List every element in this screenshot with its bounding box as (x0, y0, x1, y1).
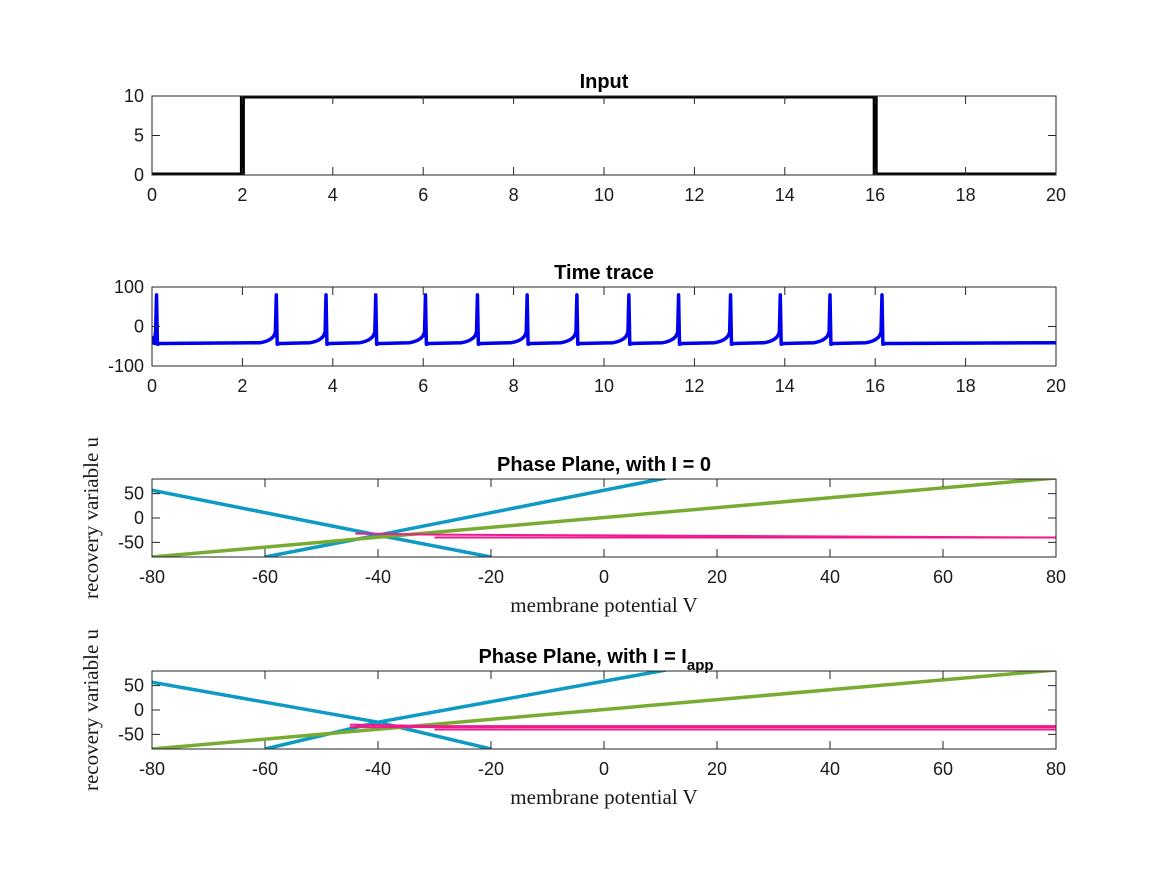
y-ticks: -50 0 50 (118, 484, 1056, 552)
chart-title: Phase Plane, with I = Iapp (478, 646, 713, 674)
y-tick-label: -50 (118, 724, 144, 744)
x-tick-label: 60 (933, 759, 953, 779)
u-nullcline-line (152, 479, 1056, 557)
x-tick-label: 0 (599, 567, 609, 587)
plot-area (152, 96, 1056, 175)
x-tick-label: 0 (147, 376, 157, 396)
y-tick-label: 100 (114, 277, 144, 297)
chart-title: Time trace (554, 262, 654, 284)
x-tick-label: -20 (478, 759, 504, 779)
x-axis-label: membrane potential V (510, 785, 697, 809)
x-tick-label: 0 (147, 185, 157, 205)
v-nullcline-branch-2 (264, 671, 667, 749)
input-series-line (152, 96, 1056, 175)
axes-4: -80 -60 -40 -20 0 20 40 60 80 -50 0 50 Phase Plane, … (79, 628, 1066, 809)
axes-box (151, 95, 1057, 176)
x-tick-label: 16 (865, 376, 885, 396)
x-tick-label: 16 (865, 185, 885, 205)
chart-title: Phase Plane, with I = 0 (497, 454, 711, 476)
x-tick-label: 18 (956, 376, 976, 396)
x-tick-label: 20 (707, 567, 727, 587)
x-ticks: 0 2 4 6 8 10 12 14 16 18 20 (147, 96, 1066, 205)
y-ticks: -100 0 100 (108, 277, 1056, 376)
x-tick-label: -40 (365, 567, 391, 587)
x-tick-label: 14 (775, 376, 795, 396)
y-tick-label: 0 (134, 165, 144, 185)
y-tick-label: 5 (134, 126, 144, 146)
axes-3: -80 -60 -40 -20 0 20 40 60 80 -50 0 50 Phase Plane, … (79, 436, 1066, 617)
y-tick-label: 0 (134, 508, 144, 528)
x-tick-label: 4 (328, 185, 338, 205)
trajectory-line-1 (349, 723, 1056, 728)
y-tick-label: 50 (124, 676, 144, 696)
x-tick-label: 8 (509, 376, 519, 396)
x-tick-label: 2 (237, 185, 247, 205)
x-ticks: -80 -60 -40 -20 0 20 40 60 80 (139, 671, 1066, 779)
plot-area (152, 479, 1056, 557)
x-ticks: 0 2 4 6 8 10 12 14 16 18 20 (147, 287, 1066, 396)
x-tick-label: 80 (1046, 567, 1066, 587)
x-axis-label: membrane potential V (510, 593, 697, 617)
y-tick-label: 0 (134, 317, 144, 337)
axes-box (151, 286, 1057, 367)
x-tick-label: -80 (139, 759, 165, 779)
x-tick-label: 18 (956, 185, 976, 205)
x-tick-label: 2 (237, 376, 247, 396)
x-tick-label: 60 (933, 567, 953, 587)
x-tick-label: 20 (1046, 185, 1066, 205)
x-tick-label: 80 (1046, 759, 1066, 779)
x-ticks: -80 -60 -40 -20 0 20 40 60 80 (139, 479, 1066, 587)
y-tick-label: -100 (108, 356, 144, 376)
plot-area (152, 293, 1056, 347)
x-tick-label: 10 (594, 376, 614, 396)
x-tick-label: 8 (509, 185, 519, 205)
x-tick-label: 12 (684, 376, 704, 396)
y-ticks: 0 5 10 (124, 86, 1056, 185)
y-ticks: -50 0 50 (118, 676, 1056, 744)
v-nullcline-branch-1 (152, 680, 492, 749)
time-trace-line (152, 293, 1056, 347)
x-tick-label: 10 (594, 185, 614, 205)
x-tick-label: -20 (478, 567, 504, 587)
y-tick-label: 0 (134, 700, 144, 720)
x-tick-label: 6 (418, 376, 428, 396)
x-tick-label: -60 (252, 759, 278, 779)
y-axis-label: recovery variable u (79, 436, 103, 599)
v-nullcline-branch-2 (264, 479, 667, 557)
x-tick-label: 20 (1046, 376, 1066, 396)
x-tick-label: 14 (775, 185, 795, 205)
x-tick-label: 40 (820, 759, 840, 779)
axes-1: 0 2 4 6 8 10 12 14 16 18 20 0 5 10 Input (124, 71, 1066, 205)
x-tick-label: 4 (328, 376, 338, 396)
x-tick-label: 20 (707, 759, 727, 779)
y-tick-label: 50 (124, 484, 144, 504)
chart-title: Input (580, 71, 629, 93)
plot-area (152, 671, 1056, 749)
y-axis-label: recovery variable u (79, 628, 103, 791)
chart-title-subscript: app (687, 657, 714, 674)
x-tick-label: 40 (820, 567, 840, 587)
x-tick-label: -40 (365, 759, 391, 779)
y-tick-label: 10 (124, 86, 144, 106)
u-nullcline-line (152, 671, 1056, 749)
x-tick-label: 0 (599, 759, 609, 779)
x-tick-label: -80 (139, 567, 165, 587)
x-tick-label: -60 (252, 567, 278, 587)
y-tick-label: -50 (118, 532, 144, 552)
x-tick-label: 12 (684, 185, 704, 205)
x-tick-label: 6 (418, 185, 428, 205)
